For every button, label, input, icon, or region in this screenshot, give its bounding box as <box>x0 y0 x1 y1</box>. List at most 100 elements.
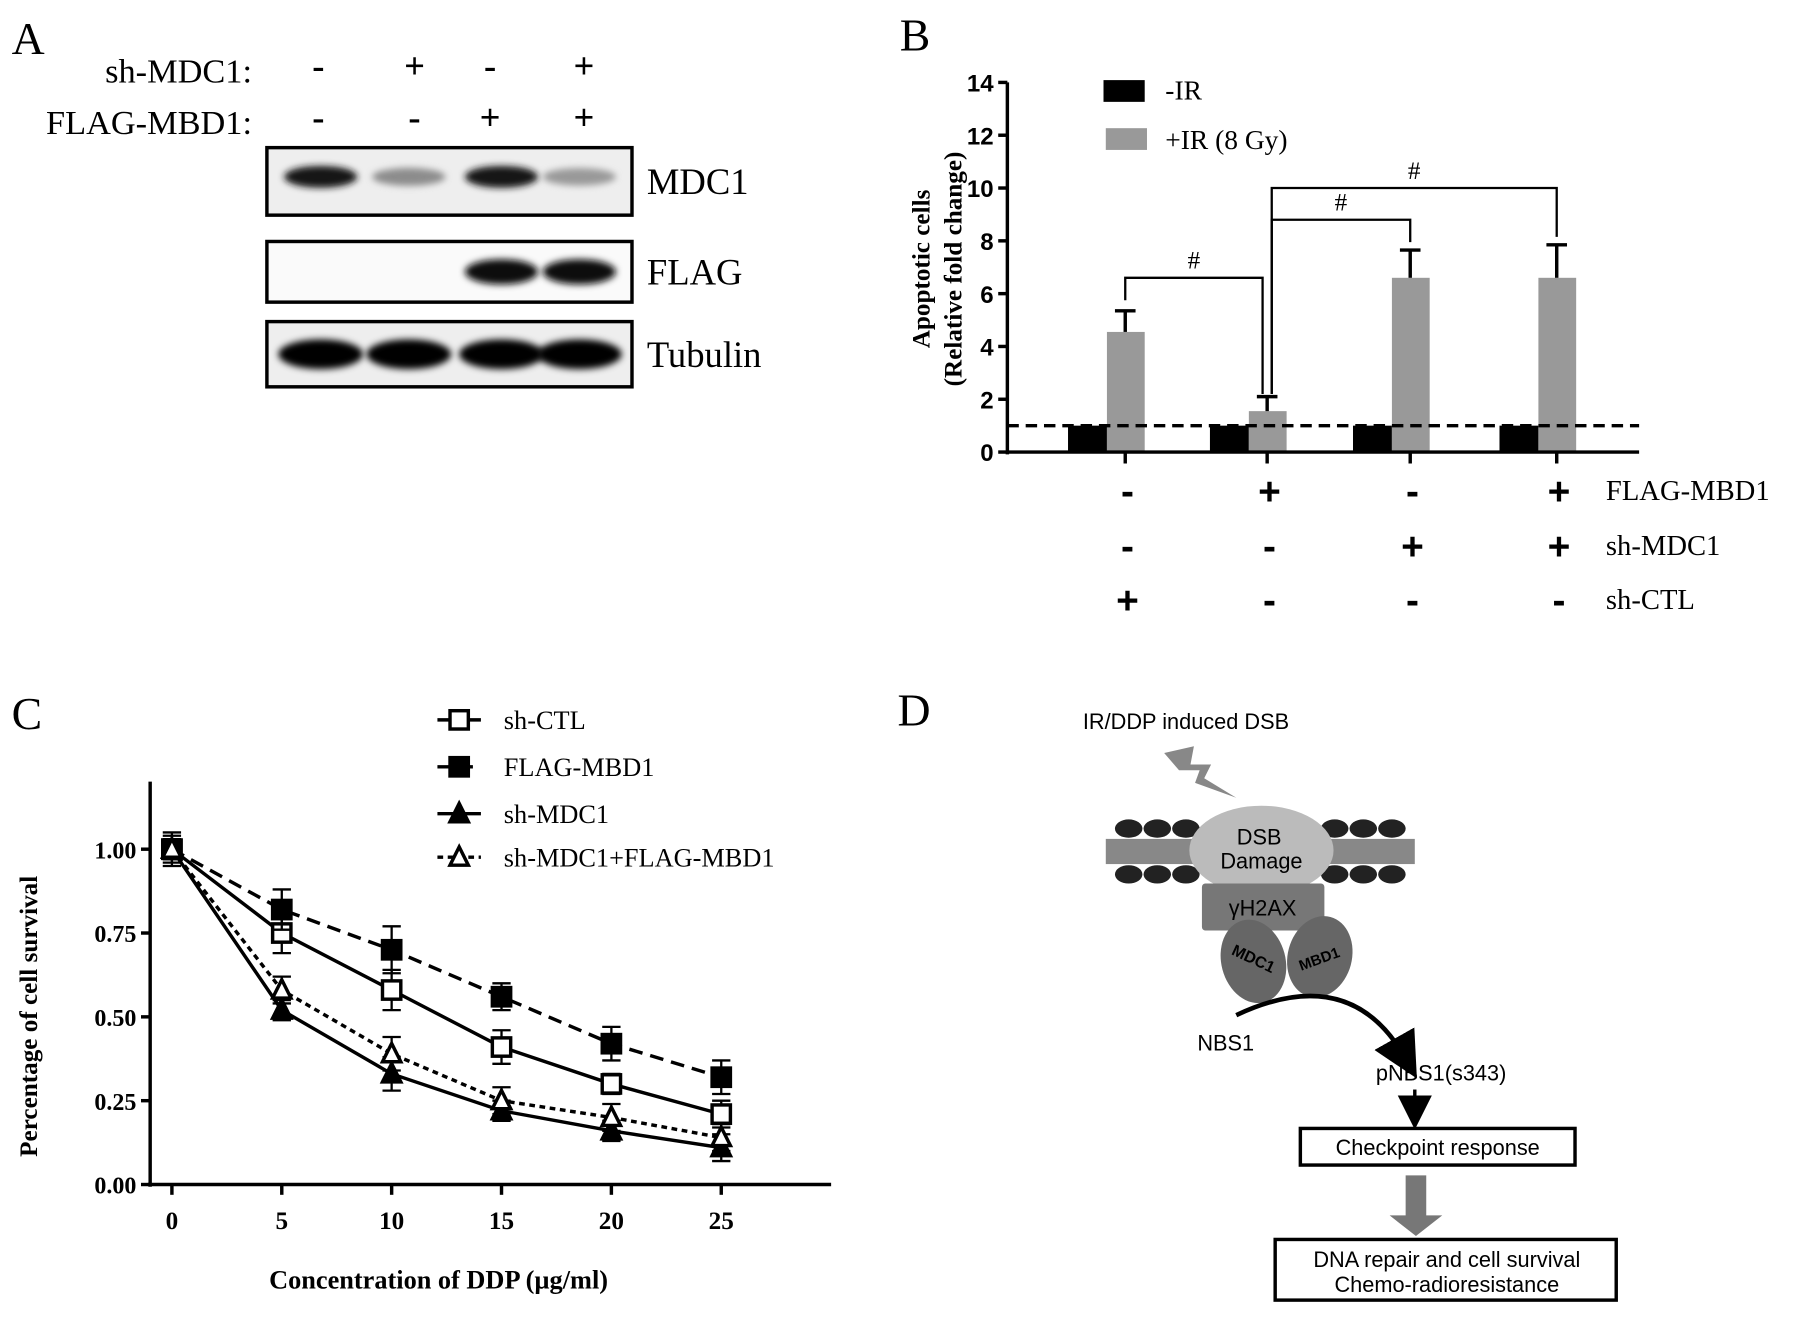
data-point <box>599 1103 624 1128</box>
panel-c: C Percentage of cell survival Concentrat… <box>12 688 832 1295</box>
c-x-tick-label: 25 <box>709 1208 734 1235</box>
row-label-sh-mdc1: sh-MDC1: <box>105 52 252 90</box>
blot-band <box>372 167 446 186</box>
dsb-damage-node <box>1189 805 1334 895</box>
condition-sign: - <box>1406 579 1419 622</box>
bar-plus-ir <box>1391 277 1430 453</box>
data-point <box>380 979 403 1001</box>
blot-band <box>459 339 544 370</box>
significance-bracket <box>1270 218 1412 394</box>
c-x-tick-label: 20 <box>599 1208 624 1235</box>
condition-label: FLAG-MBD1 <box>1606 476 1770 507</box>
c-y-tick-label: 0.75 <box>94 922 136 948</box>
legend-label: sh-CTL <box>504 706 586 735</box>
condition-sign: - <box>1406 471 1419 514</box>
series-line <box>170 847 722 1116</box>
series-line <box>170 848 722 1140</box>
nucleosome-dot <box>1143 819 1172 838</box>
panel-label-b: B <box>900 9 931 60</box>
blot-band <box>542 168 616 186</box>
phosphorylation-arrow <box>1235 993 1417 1079</box>
significance-bracket <box>1270 186 1558 394</box>
nbs1-label: NBS1 <box>1197 1031 1254 1056</box>
condition-sign: + <box>1548 526 1571 569</box>
h2ax-node <box>1201 883 1325 931</box>
blot-label: FLAG <box>647 251 743 292</box>
data-point <box>159 835 184 859</box>
data-point <box>269 996 294 1020</box>
outcome-box <box>1273 1237 1618 1302</box>
condition-sign: - <box>1121 526 1134 569</box>
c-x-tick-label: 10 <box>379 1208 404 1235</box>
nucleosome-dot <box>1378 865 1406 884</box>
lane-sign: - <box>408 96 420 137</box>
b-y-tick-label: 10 <box>967 176 994 203</box>
condition-label: sh-CTL <box>1606 585 1695 616</box>
legend-swatch-plus-ir <box>1105 128 1147 150</box>
legend-label: sh-MDC1 <box>504 800 609 829</box>
blot-band <box>542 259 616 285</box>
blot-label: MDC1 <box>647 161 749 202</box>
lane-sign: - <box>312 45 324 86</box>
checkpoint-label: Checkpoint response <box>1336 1135 1540 1160</box>
legend-marker <box>447 799 472 824</box>
lightning-icon <box>1164 746 1237 798</box>
significance-bracket <box>1124 276 1264 394</box>
nucleosome-dot <box>1114 819 1143 838</box>
bar-minus-ir <box>1499 425 1539 453</box>
c-x-tick-label: 5 <box>275 1208 288 1235</box>
blot-band <box>464 165 539 188</box>
nucleosome-dot <box>1172 865 1200 884</box>
outcome-line-1: DNA repair and cell survival <box>1313 1247 1580 1272</box>
condition-sign: + <box>1258 471 1281 514</box>
data-point <box>490 985 513 1008</box>
panel-d: D IR/DDP induced DSB DSB Damage γH2AX MD… <box>898 685 1618 1302</box>
c-y-tick-label: 0.25 <box>94 1090 136 1116</box>
pnbs1-label: pNBS1(s343) <box>1376 1060 1506 1085</box>
data-point <box>269 975 294 1000</box>
series-line <box>170 848 722 1150</box>
legend-label-minus-ir: -IR <box>1165 76 1202 106</box>
blot-label: Tubulin <box>647 334 762 375</box>
mdc1-node <box>1220 919 1287 1004</box>
nucleosome-dot <box>1349 865 1378 884</box>
outcome-line-2: Chemo-radioresistance <box>1334 1272 1559 1297</box>
blot-band <box>278 339 364 370</box>
panel-a: A sh-MDC1: FLAG-MBD1: - + - + - - + + MDC1 FLAG T… <box>12 13 762 389</box>
nucleosome-dot <box>1349 819 1378 838</box>
bar-plus-ir <box>1538 277 1577 453</box>
mbd1-node <box>1287 916 1353 998</box>
data-point <box>379 1059 404 1084</box>
condition-sign: - <box>1553 579 1566 622</box>
lane-sign: + <box>480 96 501 137</box>
panel-label-d: D <box>898 685 931 736</box>
condition-sign: - <box>1263 579 1276 622</box>
nucleosome-dot <box>1320 865 1349 884</box>
condition-sign: + <box>1548 471 1571 514</box>
legend-marker <box>447 843 472 867</box>
data-point <box>710 1103 733 1125</box>
series-sh-ctl <box>161 834 733 1129</box>
b-y-tick-label: 8 <box>980 229 993 256</box>
legend-label: sh-MDC1+FLAG-MBD1 <box>504 843 775 872</box>
c-y-tick-label: 0.00 <box>94 1174 136 1200</box>
bar-plus-ir <box>1248 411 1287 453</box>
b-y-tick-label: 6 <box>980 282 993 309</box>
legend-marker <box>448 755 471 778</box>
b-ylabel-2: (Relative fold change) <box>941 152 968 387</box>
legend-label-plus-ir: +IR (8 Gy) <box>1165 125 1287 155</box>
data-point <box>709 1123 734 1148</box>
blot-band <box>464 259 539 285</box>
c-y-tick-label: 1.00 <box>94 838 136 864</box>
blot-tubulin <box>265 319 634 389</box>
big-down-arrow <box>1389 1175 1443 1237</box>
lane-sign: - <box>312 96 324 137</box>
nucleosome-dot <box>1143 865 1172 884</box>
c-y-tick-label: 0.50 <box>94 1006 136 1032</box>
checkpoint-box <box>1298 1126 1577 1167</box>
h2ax-label: γH2AX <box>1229 896 1297 921</box>
legend-label: FLAG-MBD1 <box>504 753 655 782</box>
b-y-tick-label: 12 <box>967 123 994 150</box>
nucleosome-dot <box>1172 819 1200 838</box>
c-xlabel: Concentration of DDP (µg/ml) <box>269 1266 608 1295</box>
